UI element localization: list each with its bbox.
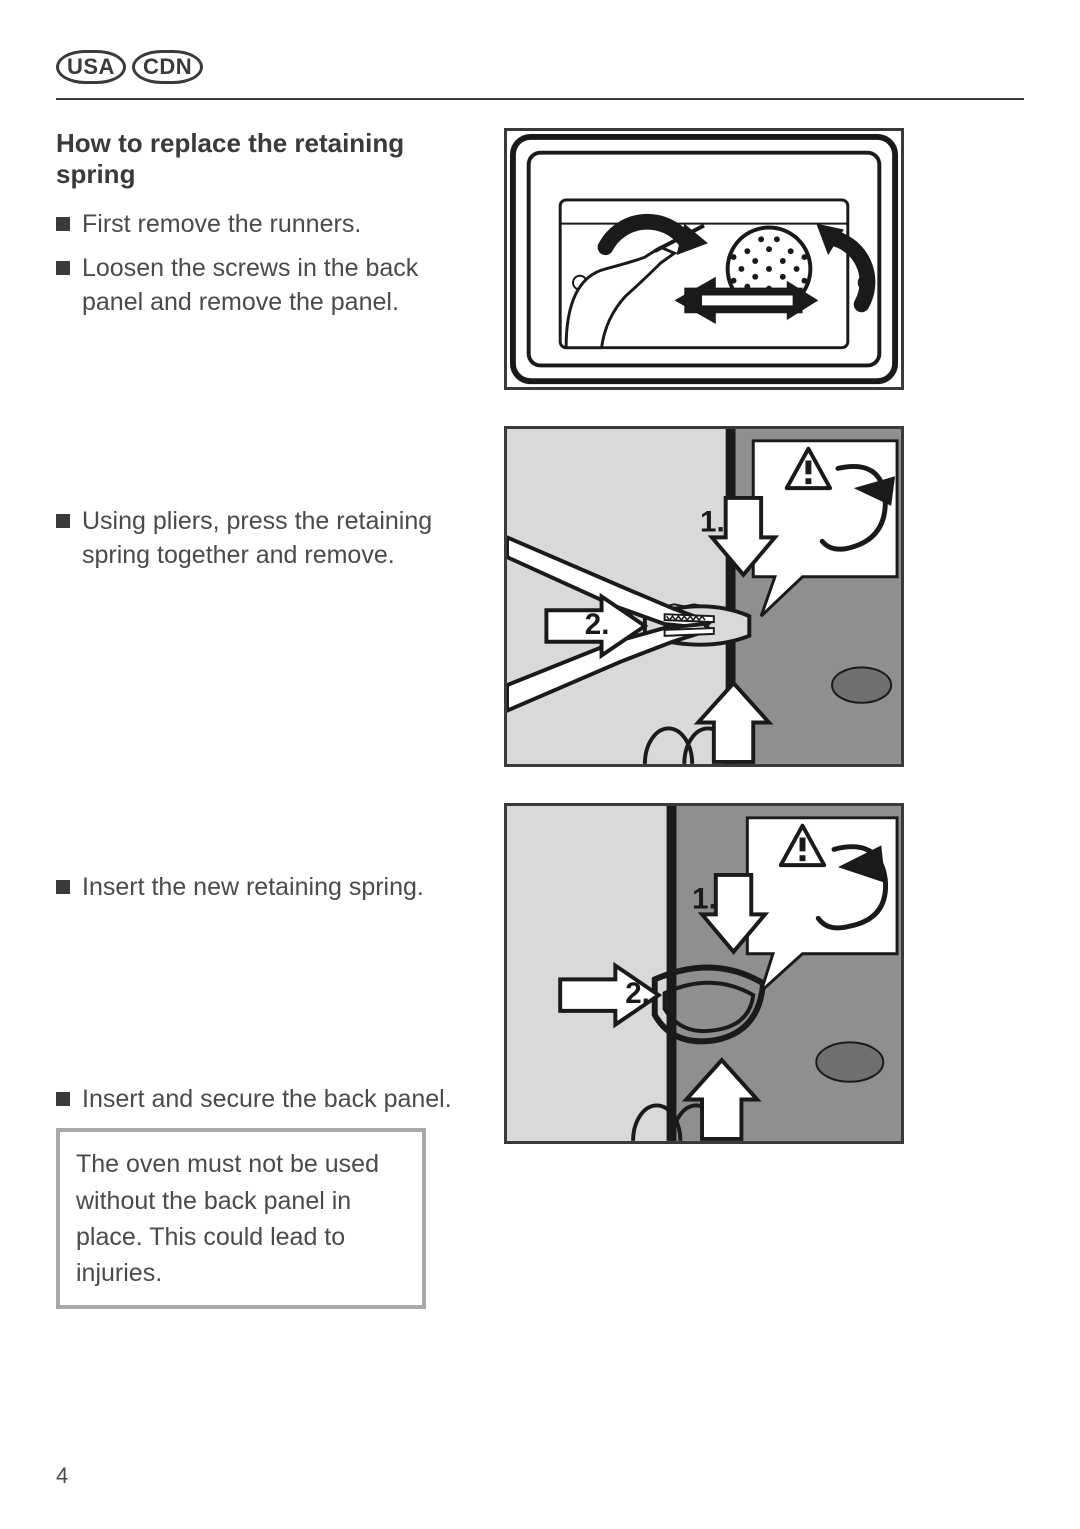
step-text: Insert and secure the back panel. bbox=[82, 1083, 452, 1117]
step-text: First remove the runners. bbox=[82, 208, 361, 242]
warning-text: The oven must not be used without the ba… bbox=[76, 1150, 379, 1287]
spacer bbox=[56, 583, 476, 871]
bullet-icon bbox=[56, 880, 70, 894]
step-1: First remove the runners. bbox=[56, 208, 476, 242]
bullet-icon bbox=[56, 1092, 70, 1106]
region-badge-usa: USA bbox=[56, 50, 126, 84]
figure-column: 1. 2. bbox=[504, 128, 904, 1144]
fig3-label-1: 1. bbox=[692, 882, 717, 915]
step-4: Insert the new retaining spring. bbox=[56, 871, 476, 905]
fig2-label-2: 2. bbox=[585, 608, 610, 641]
fig2-label-1: 1. bbox=[700, 506, 725, 539]
spacer bbox=[56, 915, 476, 1083]
bullet-icon bbox=[56, 514, 70, 528]
page: USA CDN How to replace the retaining spr… bbox=[0, 0, 1080, 1529]
step-3: Using pliers, press the retaining spring… bbox=[56, 505, 476, 573]
header-rule bbox=[56, 98, 1024, 100]
region-badge-cdn: CDN bbox=[132, 50, 203, 84]
region-badges: USA CDN bbox=[56, 50, 1024, 84]
steps-list: First remove the runners. Loosen the scr… bbox=[56, 208, 476, 319]
steps-list: Insert and secure the back panel. bbox=[56, 1083, 476, 1117]
warning-box: The oven must not be used without the ba… bbox=[56, 1128, 426, 1309]
fig3-label-2: 2. bbox=[625, 977, 650, 1010]
figure-remove-panel bbox=[504, 128, 904, 390]
step-text: Using pliers, press the retaining spring… bbox=[82, 505, 476, 573]
content-grid: How to replace the retaining spring Firs… bbox=[56, 128, 1024, 1309]
figure-pliers-remove: 1. 2. bbox=[504, 426, 904, 767]
section-heading: How to replace the retaining spring bbox=[56, 128, 476, 190]
figure-insert-spring: 1. 2. bbox=[504, 803, 904, 1144]
text-column: How to replace the retaining spring Firs… bbox=[56, 128, 476, 1309]
bullet-icon bbox=[56, 217, 70, 231]
step-text: Loosen the screws in the back panel and … bbox=[82, 252, 476, 320]
step-5: Insert and secure the back panel. bbox=[56, 1083, 476, 1117]
step-text: Insert the new retaining spring. bbox=[82, 871, 424, 905]
page-number: 4 bbox=[56, 1463, 68, 1489]
spacer bbox=[56, 329, 476, 505]
step-2: Loosen the screws in the back panel and … bbox=[56, 252, 476, 320]
steps-list: Insert the new retaining spring. bbox=[56, 871, 476, 905]
bullet-icon bbox=[56, 261, 70, 275]
steps-list: Using pliers, press the retaining spring… bbox=[56, 505, 476, 573]
